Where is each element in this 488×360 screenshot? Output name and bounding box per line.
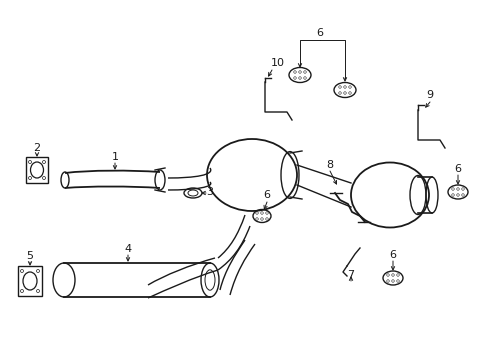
Text: 6: 6	[316, 28, 323, 38]
Text: 3: 3	[205, 187, 213, 197]
Text: 9: 9	[426, 90, 433, 100]
Text: 7: 7	[347, 270, 354, 280]
Text: 6: 6	[389, 250, 396, 260]
Text: 4: 4	[124, 244, 131, 254]
Text: 5: 5	[26, 251, 34, 261]
Text: 8: 8	[326, 160, 333, 170]
Text: 2: 2	[33, 143, 41, 153]
Text: 6: 6	[263, 190, 270, 200]
Text: 10: 10	[270, 58, 285, 68]
Text: 1: 1	[111, 152, 118, 162]
Text: 6: 6	[453, 164, 461, 174]
